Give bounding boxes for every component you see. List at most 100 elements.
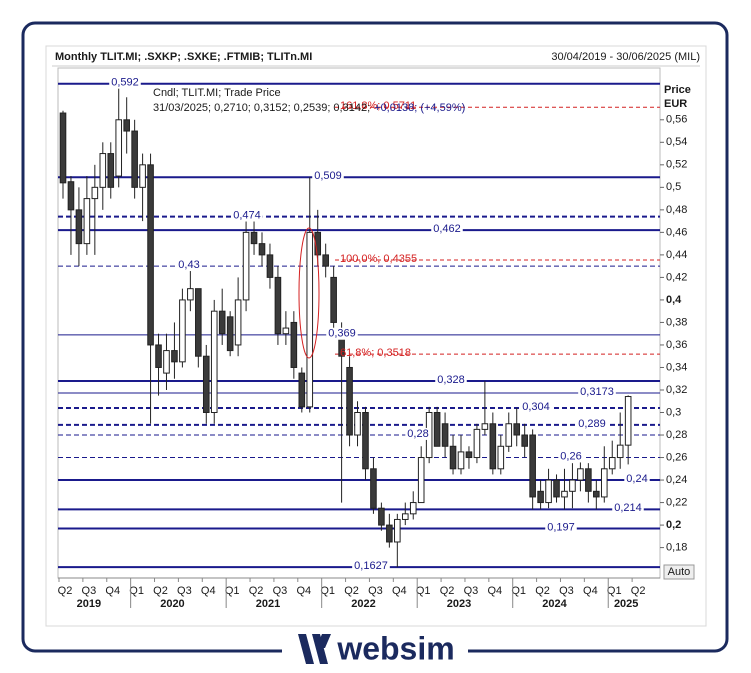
y-tick-label: 0,18 [666, 542, 687, 554]
y-tick-label: 0,42 [666, 271, 687, 283]
candle-body [441, 423, 449, 447]
x-tick-label: Q3 [368, 585, 383, 597]
candle-body [187, 288, 194, 301]
x-tick-label: Q3 [464, 585, 479, 597]
x-tick-label: Q1 [607, 585, 622, 597]
candle-body [298, 372, 306, 408]
candle-body [242, 231, 250, 301]
level-label-bg [312, 170, 344, 183]
x-tick-label: Q3 [177, 585, 192, 597]
level-label: 0,462 [433, 223, 461, 235]
candle-body [115, 119, 123, 177]
chart-title: Monthly TLIT.MI; .SXKP; .SXKE; .FTMIB; T… [55, 51, 312, 63]
y-tick-label: 0,36 [666, 339, 687, 351]
candle-body [202, 355, 210, 414]
fib-label: 161,8%; 0,5711 [340, 100, 416, 112]
scale-mode[interactable]: Auto [668, 566, 691, 578]
candle-body [481, 423, 489, 430]
x-tick-label: Q2 [535, 585, 550, 597]
level-label: 0,28 [407, 428, 428, 440]
candle-body [401, 513, 409, 520]
brand-name: websim [336, 630, 454, 666]
level-label: 0,24 [626, 473, 647, 485]
level-label: 0,474 [233, 210, 261, 222]
candle-body [226, 316, 234, 352]
candle-body [314, 231, 322, 256]
x-tick-label: Q3 [273, 585, 288, 597]
level-label: 0,3173 [580, 386, 614, 398]
x-tick-label: Q1 [511, 585, 526, 597]
logo-icon [298, 634, 331, 664]
candle-body [290, 321, 298, 368]
info-change: +0,0138; (+4,59%) [374, 102, 465, 114]
level-label-bg [624, 472, 650, 485]
level-label: 0,214 [614, 502, 642, 514]
y-tick-label: 0,3 [666, 406, 681, 418]
candle-body [67, 181, 75, 211]
candle-body [234, 299, 242, 346]
y-tick-label: 0,28 [666, 429, 687, 441]
y-tick-label: 0,5 [666, 181, 681, 193]
candle-body [163, 350, 170, 374]
y-tick-label: 0,54 [666, 136, 687, 148]
level-label-bg [231, 209, 263, 222]
candle-body [362, 412, 369, 470]
candle-body [258, 243, 266, 256]
x-tick-label: Q1 [320, 585, 335, 597]
year-label: 2021 [256, 598, 280, 610]
candle-body [616, 444, 624, 459]
candle-body [505, 423, 513, 447]
year-label: 2024 [542, 598, 567, 610]
candle-body [553, 479, 560, 498]
y-tick-label: 0,24 [666, 474, 687, 486]
candle-body [569, 479, 576, 492]
candle-body [139, 164, 146, 188]
x-tick-label: Q1 [416, 585, 431, 597]
candle-body [274, 276, 282, 335]
candle-body [409, 502, 417, 515]
candle-body [521, 434, 528, 447]
scale-mode-button[interactable] [663, 564, 695, 580]
candle-body [346, 366, 353, 436]
x-tick-label: Q4 [392, 585, 407, 597]
candle-body [593, 490, 600, 498]
x-tick-label: Q1 [129, 585, 144, 597]
level-label: 0,1627 [354, 560, 388, 572]
y-tick-label: 0,2 [666, 519, 681, 531]
date-range: 30/04/2019 - 30/06/2025 (MIL) [551, 51, 700, 63]
candle-body [75, 209, 83, 245]
fib-label: 100,0%; 0,4355 [340, 253, 417, 265]
level-label-bg [545, 521, 577, 534]
info-line: 31/03/2025; 0,2710; 0,3152; 0,2539; 0,31… [153, 102, 370, 114]
level-label-bg [612, 502, 644, 515]
candle-body [354, 412, 361, 436]
level-label: 0,509 [314, 170, 342, 182]
candle-body [131, 130, 138, 188]
year-label: 2025 [614, 598, 638, 610]
y-tick-label: 0,38 [666, 316, 687, 328]
y-tick-label: 0,4 [666, 294, 682, 306]
x-tick-label: Q4 [105, 585, 120, 597]
y-tick-label: 0,22 [666, 496, 687, 508]
candle-body [370, 468, 377, 509]
candle-body [577, 468, 584, 481]
x-tick-label: Q2 [58, 585, 73, 597]
y-tick-label: 0,46 [666, 226, 687, 238]
candle-body [449, 445, 457, 470]
candle-body [537, 490, 544, 504]
level-label: 0,197 [547, 521, 575, 533]
level-label: 0,26 [560, 450, 581, 462]
x-tick-label: Q1 [225, 585, 240, 597]
candle-body [545, 479, 552, 504]
year-label: 2019 [77, 598, 101, 610]
candle-body [83, 198, 91, 245]
candle-body [465, 451, 473, 459]
candle-body [147, 164, 154, 346]
level-label-bg [578, 385, 616, 398]
x-tick-label: Q2 [631, 585, 646, 597]
candle-body [123, 119, 130, 132]
candle-body [282, 327, 290, 335]
level-label-bg [435, 373, 467, 386]
level-label: 0,289 [578, 418, 606, 430]
candle-body [497, 445, 505, 470]
